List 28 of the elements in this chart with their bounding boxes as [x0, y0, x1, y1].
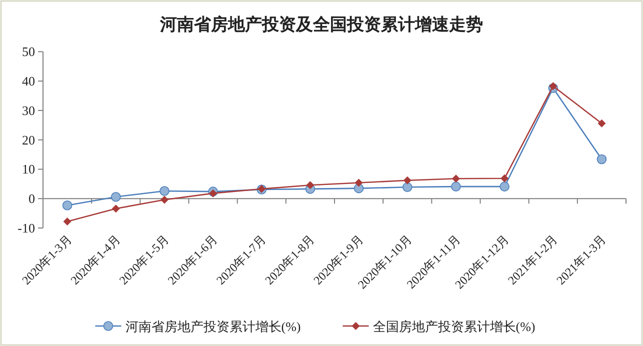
chart-title: 河南省房地产投资及全国投资累计增速走势	[159, 15, 483, 34]
point	[500, 174, 509, 182]
point	[112, 204, 120, 213]
y-tick-label: 0	[28, 191, 35, 206]
point	[160, 186, 170, 196]
point	[596, 154, 607, 164]
point	[598, 119, 606, 128]
point	[500, 182, 510, 192]
y-tick-label: 50	[22, 44, 35, 60]
point	[354, 178, 363, 187]
y-tick-label: 40	[22, 74, 35, 89]
point	[62, 200, 72, 210]
y-tick-label: 30	[22, 102, 35, 118]
point	[209, 189, 218, 198]
point	[452, 174, 460, 183]
point	[402, 182, 412, 192]
legend-label: 全国房地产投资累计增长(%)	[372, 319, 536, 334]
point	[403, 176, 412, 184]
point	[160, 196, 168, 204]
legend-label: 河南省房地产投资累计增长(%)	[125, 319, 301, 334]
y-tick-label: -10	[18, 220, 35, 236]
point	[549, 82, 558, 90]
point	[110, 192, 121, 202]
point	[451, 182, 461, 192]
point	[306, 181, 314, 190]
point	[63, 218, 72, 226]
y-tick-label: 10	[22, 162, 35, 177]
y-tick-label: 20	[22, 132, 35, 148]
